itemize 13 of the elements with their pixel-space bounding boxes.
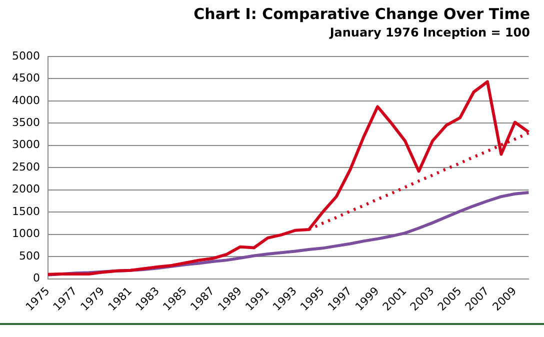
y-tick-label: 1000 — [12, 227, 40, 240]
y-tick-label: 4500 — [12, 72, 40, 85]
y-tick-label: 5000 — [12, 49, 40, 62]
y-tick-label: 2500 — [12, 160, 40, 174]
chart-subtitle: January 1976 Inception = 100 — [328, 25, 530, 40]
y-tick-label: 0 — [32, 272, 40, 285]
chart-title: Chart I: Comparative Change Over Time — [194, 4, 530, 23]
y-tick-label: 3000 — [12, 138, 40, 152]
y-tick-label: 2000 — [12, 182, 40, 196]
y-tick-label: 3500 — [12, 116, 40, 129]
y-tick-label: 4000 — [12, 94, 40, 107]
y-tick-label: 1500 — [12, 204, 40, 218]
y-tick-label: 500 — [18, 249, 40, 262]
